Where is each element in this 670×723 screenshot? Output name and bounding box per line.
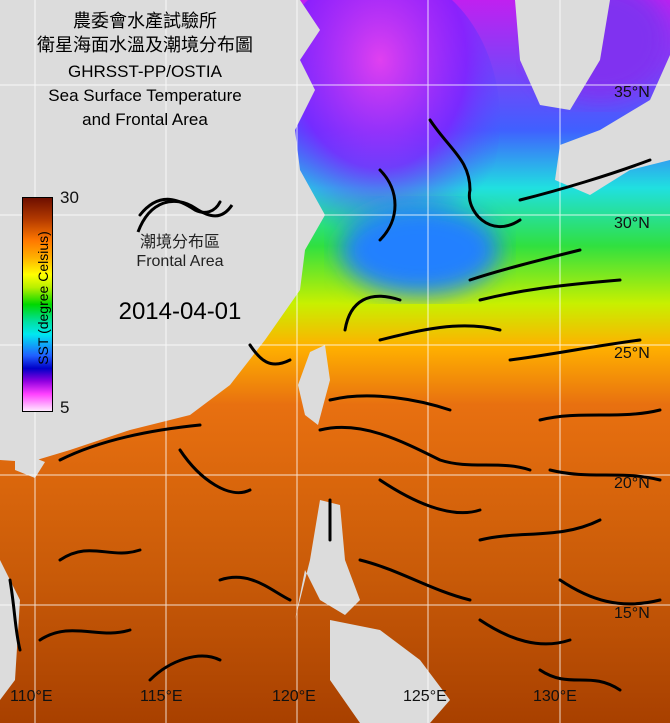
frontal-area-legend-line <box>136 199 234 233</box>
title-line-5: and Frontal Area <box>82 110 208 129</box>
legend-label-en: Frontal Area <box>136 253 224 270</box>
lat-label: 35°N <box>614 84 650 101</box>
map-date: 2014-04-01 <box>118 298 242 325</box>
lat-label: 20°N <box>614 475 650 492</box>
lon-label: 110°E <box>10 688 53 705</box>
lat-label: 25°N <box>614 345 650 362</box>
lon-label: 120°E <box>272 688 316 705</box>
title-line-4: Sea Surface Temperature <box>48 86 242 105</box>
colorbar-min: 5 <box>60 398 70 417</box>
title-line-2: 衛星海面水溫及潮境分布圖 <box>37 35 253 55</box>
lon-label: 125°E <box>403 688 447 705</box>
legend-label-zh: 潮境分布區 <box>139 234 220 251</box>
lon-label: 130°E <box>533 688 577 705</box>
colorbar-max: 30 <box>60 188 79 207</box>
colorbar <box>22 197 53 412</box>
cold-water-region <box>340 205 500 295</box>
lat-label: 15°N <box>614 605 650 622</box>
cold-water-region <box>260 0 500 270</box>
lon-label: 115°E <box>140 688 183 705</box>
frontal-areas <box>8 118 662 692</box>
colorbar-label: SST (degree Celsius) <box>35 231 51 365</box>
title-line-3: GHRSST-PP/OSTIA <box>68 62 222 81</box>
lat-label: 30°N <box>614 215 650 232</box>
title-line-1: 農委會水產試驗所 <box>73 11 217 31</box>
